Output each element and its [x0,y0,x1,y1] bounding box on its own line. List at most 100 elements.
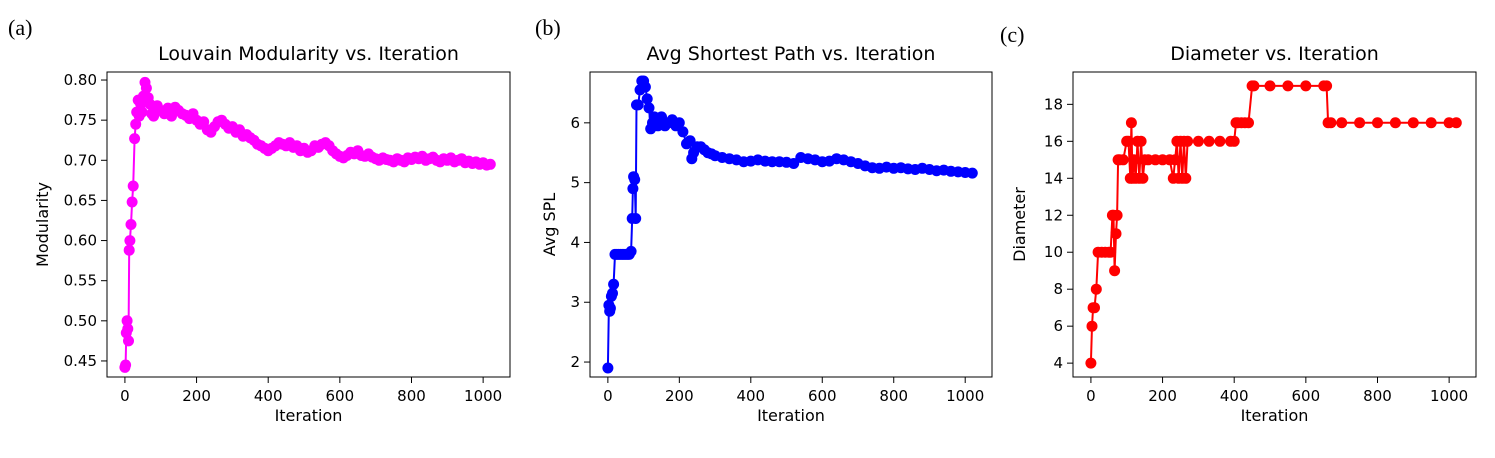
x-tick-label: 0 [120,387,130,405]
x-tick-label: 1000 [1430,387,1468,405]
data-point [1117,154,1129,166]
data-point [1109,265,1121,277]
data-point [1128,154,1140,166]
y-tick-label: 6 [1053,317,1063,335]
chart-title: Louvain Modularity vs. Iteration [158,43,459,65]
panel-label: (b) [535,15,561,40]
data-point [1389,117,1401,129]
data-point [484,158,496,170]
data-point [120,359,132,371]
data-point [123,335,134,347]
data-point [1085,357,1097,369]
x-tick-label: 200 [665,387,694,405]
data-point [1282,80,1294,92]
y-tick-label: 0.80 [64,71,97,89]
y-tick-label: 0.45 [64,352,97,370]
data-point [604,302,616,314]
data-point [1135,135,1147,147]
data-point [1203,135,1215,147]
data-point [1300,80,1312,92]
x-tick-label: 800 [879,387,908,405]
data-point [625,245,637,257]
y-axis-label: Avg SPL [540,193,559,257]
y-tick-label: 12 [1044,206,1063,224]
x-tick-label: 1000 [946,387,984,405]
data-point [629,174,641,186]
data-point [1169,154,1181,166]
data-point [1372,117,1383,129]
data-point [124,235,136,247]
y-tick-label: 4 [570,233,580,251]
x-tick-label: 600 [326,387,355,405]
data-point [1321,80,1333,92]
y-axis-label: Diameter [1010,187,1029,262]
data-point [627,183,639,195]
data-point [677,126,689,138]
y-tick-label: 0.65 [64,191,97,209]
data-point [1105,246,1117,258]
y-tick-label: 0.50 [64,312,97,330]
data-point [643,102,655,114]
x-axis-label: Iteration [1241,406,1309,425]
x-tick-label: 1000 [464,387,502,405]
x-tick-label: 400 [254,387,283,405]
data-point [1180,172,1192,184]
data-point [1192,135,1204,147]
series-line [123,81,491,368]
data-point [966,167,978,179]
y-axis-label: Modularity [33,182,52,267]
data-point [1336,117,1348,129]
data-point [126,196,138,208]
series-line [1089,84,1457,364]
y-tick-label: 16 [1044,132,1063,150]
data-point [123,244,135,256]
data-point [1354,117,1366,129]
data-point [1182,135,1194,147]
data-point [1137,172,1149,184]
y-tick-label: 2 [570,353,580,371]
y-tick-label: 0.70 [64,151,97,169]
data-point [1450,117,1462,129]
data-point [632,99,644,111]
y-tick-label: 0.60 [64,232,97,250]
y-tick-label: 0.55 [64,272,97,290]
y-tick-label: 3 [570,293,580,311]
x-tick-label: 200 [1148,387,1177,405]
data-point [1125,117,1137,129]
data-point [602,362,614,374]
x-tick-label: 600 [808,387,837,405]
data-point [121,315,133,327]
plot-frame [1072,71,1477,378]
plot-frame [106,71,511,378]
data-point [1425,117,1437,129]
data-point [608,278,620,290]
data-point [140,82,152,94]
data-point [1248,80,1260,92]
x-tick-label: 800 [397,387,426,405]
data-point [127,180,139,192]
data-point [673,117,685,129]
data-point [1086,320,1098,332]
y-tick-label: 8 [1053,280,1063,298]
data-point [641,93,653,105]
x-tick-label: 400 [736,387,765,405]
data-point [122,323,134,335]
panel-label: (a) [8,15,32,40]
y-tick-label: 0.75 [64,111,97,129]
x-axis-label: Iteration [757,406,825,425]
x-tick-label: 600 [1292,387,1321,405]
data-point [630,213,642,224]
data-point [1264,80,1276,92]
data-point [129,133,141,145]
plot-frame [589,71,993,378]
data-point [639,81,651,93]
y-tick-label: 10 [1044,243,1063,261]
panel-label: (c) [1000,22,1024,47]
data-point [136,106,148,118]
x-tick-label: 0 [603,387,613,405]
x-tick-label: 400 [1220,387,1249,405]
y-tick-label: 14 [1044,169,1063,187]
y-tick-label: 18 [1044,95,1063,113]
data-point [1243,117,1254,129]
